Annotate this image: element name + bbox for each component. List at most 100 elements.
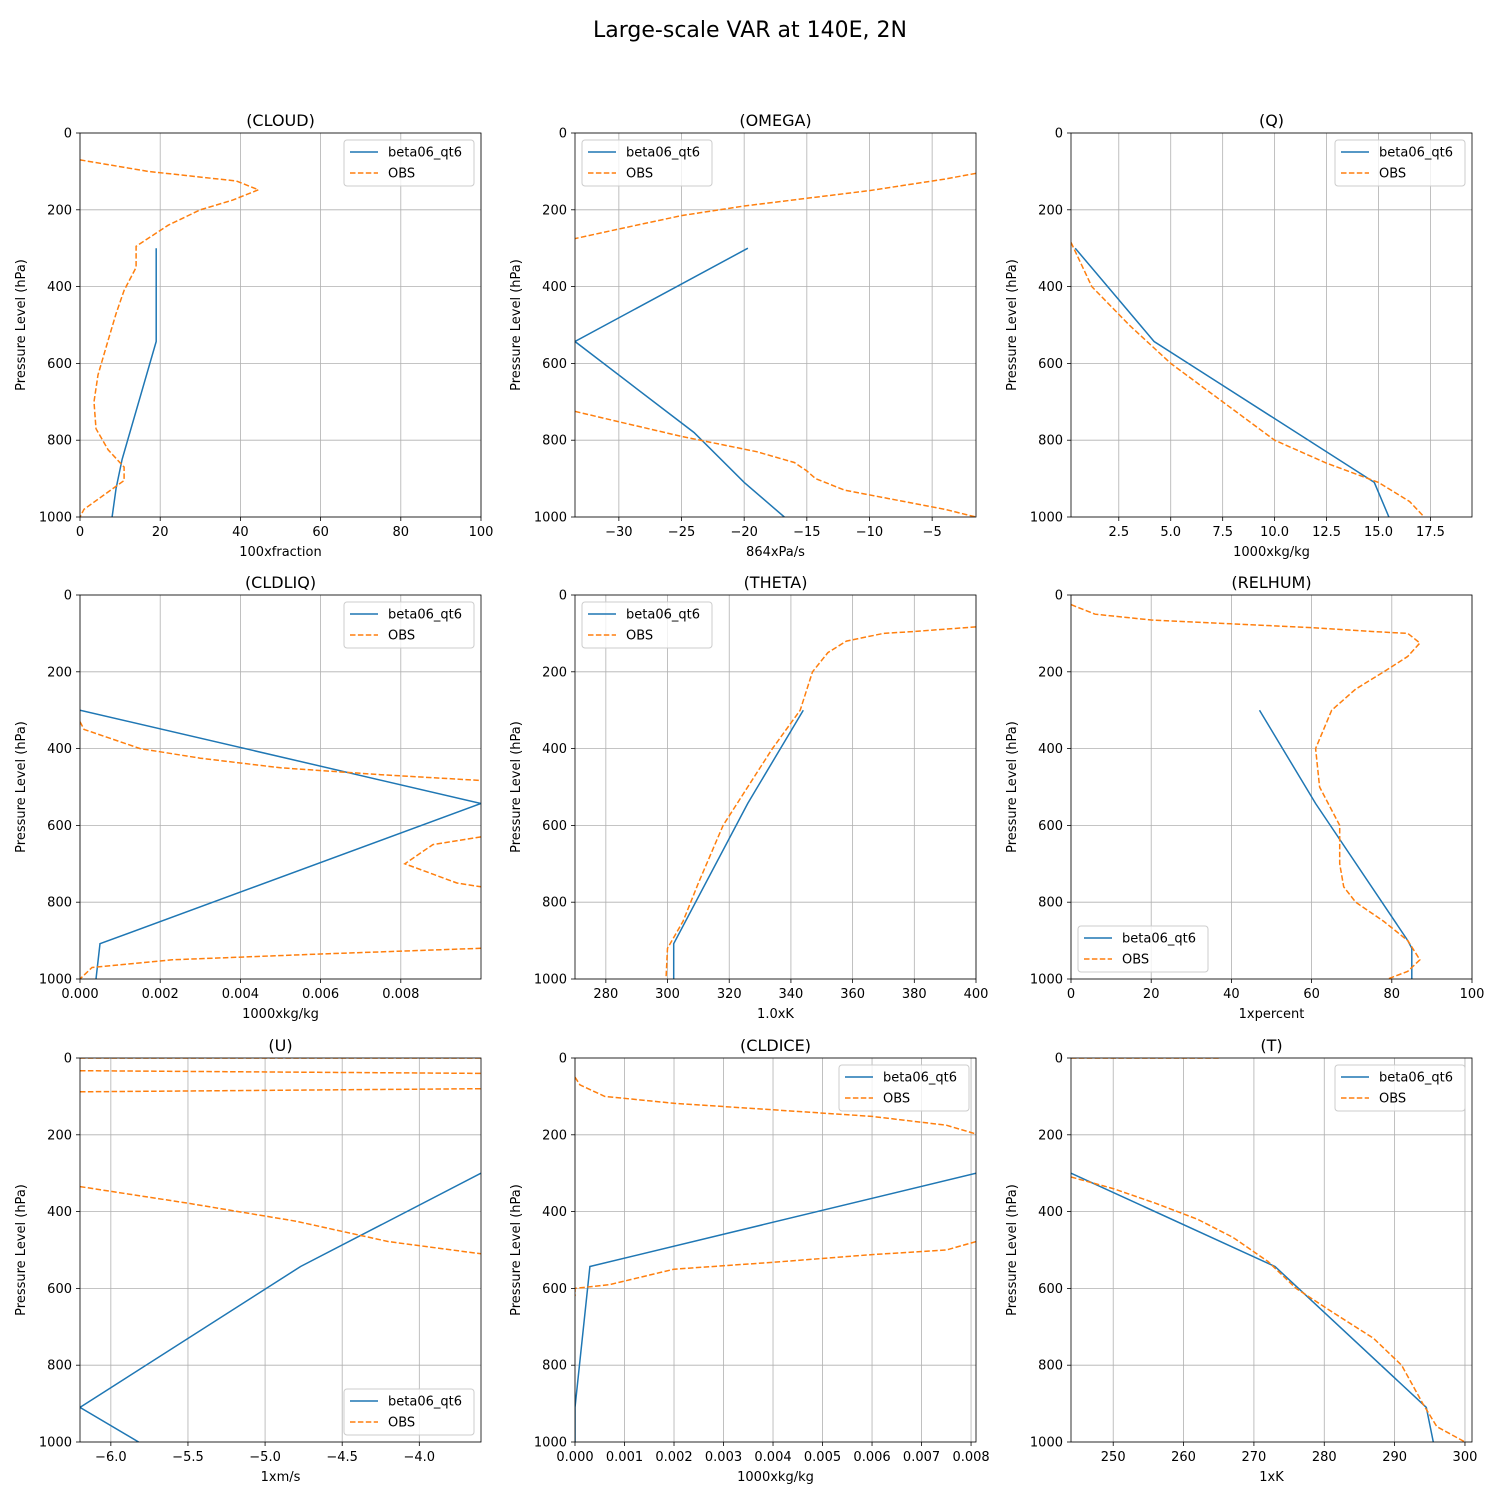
legend-label: OBS <box>1122 953 1149 968</box>
x-tick-label: 2.5 <box>1108 525 1129 540</box>
x-tick-label: 15.0 <box>1364 525 1393 540</box>
legend-label: beta06_qt6 <box>626 608 700 623</box>
series-group <box>1071 603 1421 979</box>
y-tick-label: 600 <box>542 357 567 372</box>
y-tick-label: 200 <box>1038 1128 1063 1143</box>
x-tick-label: 0.004 <box>754 1450 791 1465</box>
legend: beta06_qt6 OBS <box>343 601 475 649</box>
obs-series-line <box>1071 1176 1466 1442</box>
legend: beta06_qt6 OBS <box>581 139 713 187</box>
x-tick-label: 0.008 <box>382 987 419 1002</box>
y-tick-label: 200 <box>47 665 72 680</box>
y-tick-label: 800 <box>1038 896 1063 911</box>
model-series-line <box>575 247 785 517</box>
x-tick-label: 0.006 <box>302 987 339 1002</box>
x-tick-label: 20 <box>152 525 169 540</box>
y-tick-label: 600 <box>542 1282 567 1297</box>
model-series-line <box>1071 1172 1435 1442</box>
y-tick-label: 600 <box>47 819 72 834</box>
x-tick-label: 0 <box>76 525 84 540</box>
model-series-line <box>1074 247 1390 517</box>
axes-frame <box>1070 1057 1473 1443</box>
x-tick-label: 10.0 <box>1260 525 1289 540</box>
chart-panel: 0.000 0.001 0.002 0.003 0.004 0.005 0.006 0.007… <box>509 1036 990 1485</box>
legend: beta06_qt6 OBS <box>1334 139 1466 187</box>
y-tick-label: 200 <box>47 203 72 218</box>
y-tick-label: 400 <box>542 1205 567 1220</box>
obs-series-line <box>80 721 481 782</box>
x-tick-label: 80 <box>1384 987 1401 1002</box>
axes-frame <box>574 1057 977 1443</box>
x-axis-label: 864xPa/s <box>746 545 805 560</box>
x-axis-label: 1.0xK <box>757 1007 794 1022</box>
y-axis-label: Pressure Level (hPa) <box>14 1184 29 1316</box>
x-tick-label: −20 <box>730 525 757 540</box>
chart-panel: 0.000 0.002 0.004 0.006 0.008 0 200 400 600 800 10… <box>14 573 482 1022</box>
x-tick-label: 80 <box>393 525 410 540</box>
y-tick-label: 600 <box>1038 819 1063 834</box>
y-tick-label: 1000 <box>534 1436 567 1451</box>
obs-series-line <box>575 1076 976 1135</box>
y-tick-label: 400 <box>47 742 72 757</box>
y-tick-label: 800 <box>542 434 567 449</box>
legend: beta06_qt6 OBS <box>343 139 475 187</box>
series-group <box>80 1058 481 1442</box>
x-tick-label: −4.5 <box>326 1450 358 1465</box>
series-group <box>1071 242 1425 517</box>
legend-label: OBS <box>388 629 415 644</box>
x-tick-label: −6.0 <box>95 1450 127 1465</box>
x-tick-label: 0.008 <box>952 1450 989 1465</box>
y-tick-label: 600 <box>1038 1282 1063 1297</box>
x-tick-label: −4.0 <box>404 1450 436 1465</box>
y-tick-label: 0 <box>1055 1052 1063 1067</box>
legend-label: beta06_qt6 <box>388 1395 462 1410</box>
x-axis-label: 100xfraction <box>239 545 321 560</box>
x-tick-label: 7.5 <box>1212 525 1233 540</box>
model-series-line <box>111 248 157 517</box>
y-tick-label: 1000 <box>39 973 72 988</box>
x-tick-label: 0 <box>1067 987 1075 1002</box>
obs-series-line <box>1071 242 1425 517</box>
obs-series-line <box>403 836 481 888</box>
y-tick-label: 200 <box>542 665 567 680</box>
x-tick-label: 0.004 <box>222 987 259 1002</box>
chart-panel: 2.5 5.0 7.5 10.0 12.5 15.0 17.5 0 200 400 600 800 10… <box>1005 111 1473 560</box>
y-tick-label: 600 <box>47 357 72 372</box>
y-tick-label: 800 <box>542 896 567 911</box>
x-axis-label: 1000xkg/kg <box>242 1007 319 1022</box>
legend-label: OBS <box>883 1092 910 1107</box>
panel-title: (OMEGA) <box>739 111 811 130</box>
y-tick-label: 400 <box>542 742 567 757</box>
x-tick-label: 0.003 <box>705 1450 742 1465</box>
legend-label: beta06_qt6 <box>1379 1071 1453 1086</box>
x-tick-label: −15 <box>793 525 820 540</box>
x-axis-label: 1xm/s <box>261 1470 301 1485</box>
y-tick-label: 800 <box>47 1359 72 1374</box>
series-group <box>575 1076 976 1442</box>
y-axis-label: Pressure Level (hPa) <box>509 721 524 853</box>
series-group <box>1071 1058 1466 1442</box>
chart-panel: −6.0 −5.5 −5.0 −4.5 −4.0 0 200 400 600 800 1000 (U)… <box>14 1036 482 1485</box>
panel-title: (THETA) <box>744 573 808 592</box>
legend-label: OBS <box>388 167 415 182</box>
legend: beta06_qt6 OBS <box>343 1388 475 1436</box>
figure-title: Large-scale VAR at 140E, 2N <box>593 18 907 43</box>
legend-label: OBS <box>1379 167 1406 182</box>
y-tick-label: 200 <box>1038 665 1063 680</box>
x-tick-label: 400 <box>964 987 989 1002</box>
legend-label: beta06_qt6 <box>1122 932 1196 947</box>
x-tick-label: −10 <box>856 525 883 540</box>
y-tick-label: 400 <box>1038 1205 1063 1220</box>
x-tick-label: −5.5 <box>172 1450 204 1465</box>
y-tick-label: 400 <box>1038 742 1063 757</box>
legend: beta06_qt6 OBS <box>581 601 713 649</box>
obs-series-line <box>665 626 976 979</box>
x-tick-label: 100 <box>1460 987 1485 1002</box>
y-tick-label: 800 <box>1038 434 1063 449</box>
y-tick-label: 0 <box>1055 589 1063 604</box>
y-tick-label: 400 <box>1038 280 1063 295</box>
y-tick-label: 600 <box>47 1282 72 1297</box>
x-tick-label: 0.005 <box>804 1450 841 1465</box>
legend-label: beta06_qt6 <box>388 608 462 623</box>
y-tick-label: 0 <box>559 1052 567 1067</box>
